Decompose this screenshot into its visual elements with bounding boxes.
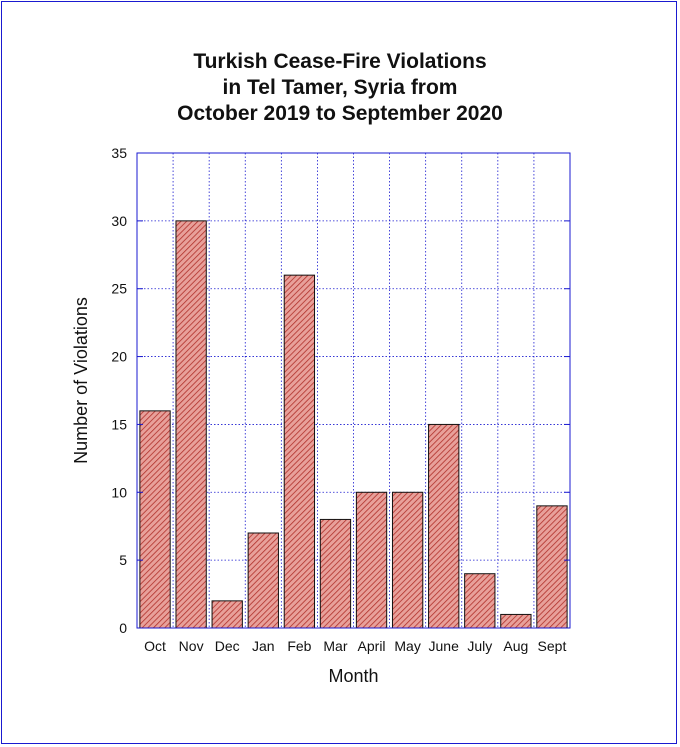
bar-sept <box>536 505 568 629</box>
bar-dec <box>211 600 243 629</box>
grid <box>137 153 570 628</box>
chart-title-line-1: Turkish Cease-Fire Violations <box>193 50 487 73</box>
ticks: 0 5 10 15 20 25 30 35 Oct Nov Dec Jan Feb Mar April May… <box>111 145 570 654</box>
x-tick-label: Sept <box>538 638 567 654</box>
x-tick-label: Dec <box>215 638 240 654</box>
y-tick-label: 20 <box>111 349 127 365</box>
bar-jan <box>247 532 279 629</box>
y-tick-label: 25 <box>111 281 127 297</box>
x-tick-label: Aug <box>503 638 528 654</box>
y-axis-label: Number of Violations <box>71 297 91 464</box>
bar-nov <box>175 220 207 629</box>
chart-title-line-2: in Tel Tamer, Syria from <box>222 76 458 99</box>
x-tick-label: July <box>467 638 492 654</box>
y-tick-label: 35 <box>111 145 127 161</box>
x-tick-label: Nov <box>179 638 204 654</box>
bar-july <box>464 573 496 629</box>
x-tick-label: April <box>358 638 386 654</box>
x-tick-label: June <box>429 638 460 654</box>
y-tick-label: 30 <box>111 213 127 229</box>
bar-oct <box>139 410 171 629</box>
bar-mar <box>319 518 352 629</box>
bar-aug <box>500 613 532 629</box>
bar-april <box>355 491 388 629</box>
bar-feb <box>283 274 316 629</box>
y-tick-label: 0 <box>119 620 127 636</box>
bar-may <box>391 491 424 629</box>
x-tick-label: Jan <box>252 638 275 654</box>
x-tick-label: Oct <box>144 638 166 654</box>
x-tick-label: Feb <box>287 638 311 654</box>
bar-june <box>428 423 460 629</box>
plot-area-frame <box>136 152 571 629</box>
y-tick-label: 5 <box>119 552 127 568</box>
y-tick-label: 15 <box>111 416 127 432</box>
y-tick-label: 10 <box>111 484 127 500</box>
x-axis-label: Month <box>328 666 378 686</box>
bars <box>139 220 568 629</box>
x-tick-label: May <box>394 638 420 654</box>
chart-title-line-3: October 2019 to September 2020 <box>177 102 503 125</box>
x-tick-label: Mar <box>323 638 347 654</box>
